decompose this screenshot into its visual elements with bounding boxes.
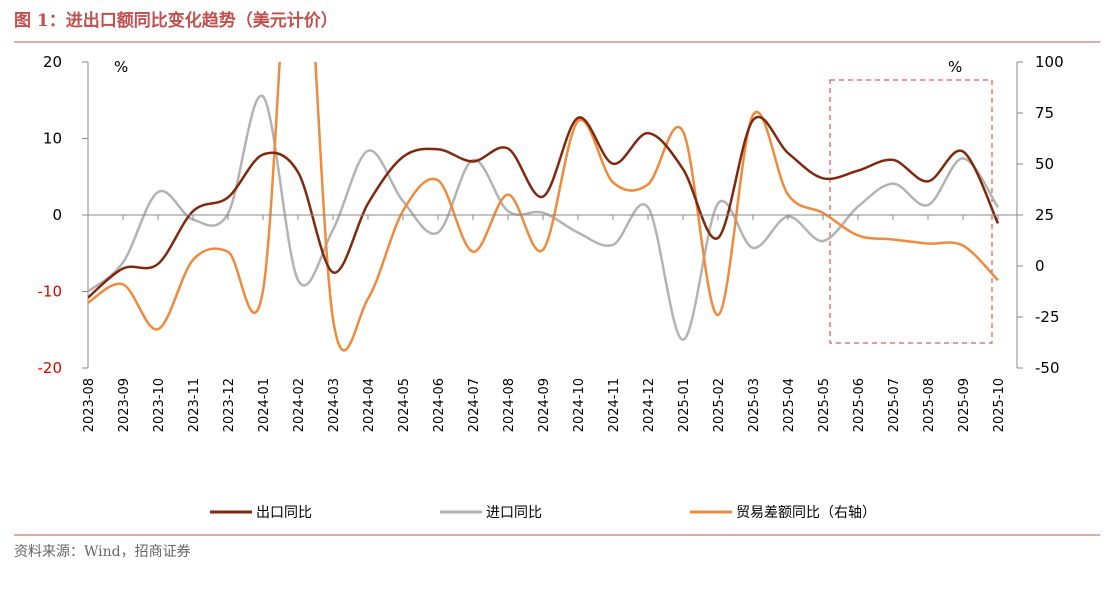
x-tick-label: 2023-10 [152, 378, 167, 432]
x-tick-label: 2025-06 [852, 378, 867, 432]
x-tick-label: 2024-08 [502, 378, 517, 432]
x-tick-label: 2025-07 [887, 378, 902, 432]
series-line [88, 94, 1000, 341]
y2-tick-label: -25 [1035, 308, 1060, 326]
y-tick-label: 0 [52, 206, 62, 224]
y-tick-label: -20 [38, 359, 63, 377]
x-tick-label: 2024-07 [467, 378, 482, 432]
y-unit: % [114, 58, 128, 76]
source: 资料来源：Wind，招商证券 [14, 544, 191, 560]
x-tick-label: 2025-03 [747, 378, 762, 432]
x-tick-label: 2025-09 [957, 378, 972, 432]
chart-title: 图 1：进出口额同比变化趋势（美元计价） [14, 10, 338, 31]
y-tick-label: 10 [43, 130, 62, 148]
x-tick-label: 2023-12 [222, 378, 237, 432]
x-tick-label: 2025-01 [677, 378, 692, 432]
y2-unit: % [948, 58, 962, 76]
x-tick-label: 2023-11 [187, 378, 202, 432]
x-tick-label: 2025-02 [712, 378, 727, 432]
y2-tick-label: 50 [1035, 155, 1054, 173]
x-tick-label: 2024-01 [257, 378, 272, 432]
highlight-box [829, 79, 993, 344]
series-line [88, 115, 1000, 299]
x-tick-label: 2024-12 [642, 378, 657, 432]
x-tick-label: 2024-03 [327, 378, 342, 432]
legend-label: 出口同比 [256, 505, 312, 521]
y-tick-label: -10 [38, 283, 63, 301]
x-tick-label: 2024-05 [397, 378, 412, 432]
x-tick-label: 2024-11 [607, 378, 622, 432]
x-tick-label: 2024-02 [292, 378, 307, 432]
y2-tick-label: 0 [1035, 257, 1045, 275]
legend-label: 进口同比 [486, 505, 542, 521]
x-tick-label: 2025-10 [992, 378, 1007, 432]
y2-tick-label: -50 [1035, 359, 1060, 377]
x-tick-label: 2024-10 [572, 378, 587, 432]
series-line [88, 62, 999, 352]
x-tick-label: 2025-05 [817, 378, 832, 432]
y2-tick-label: 25 [1035, 206, 1054, 224]
x-tick-label: 2023-09 [117, 378, 132, 432]
x-tick-label: 2025-08 [922, 378, 937, 432]
x-tick-label: 2023-08 [82, 378, 97, 432]
x-tick-label: 2025-04 [782, 378, 797, 432]
legend-label: 贸易差额同比（右轴） [736, 505, 876, 521]
y2-tick-label: 100 [1035, 53, 1064, 71]
y2-tick-label: 75 [1035, 104, 1054, 122]
x-tick-label: 2024-06 [432, 378, 447, 432]
x-tick-label: 2024-04 [362, 378, 377, 432]
y-tick-label: 20 [43, 53, 62, 71]
x-tick-label: 2024-09 [537, 378, 552, 432]
